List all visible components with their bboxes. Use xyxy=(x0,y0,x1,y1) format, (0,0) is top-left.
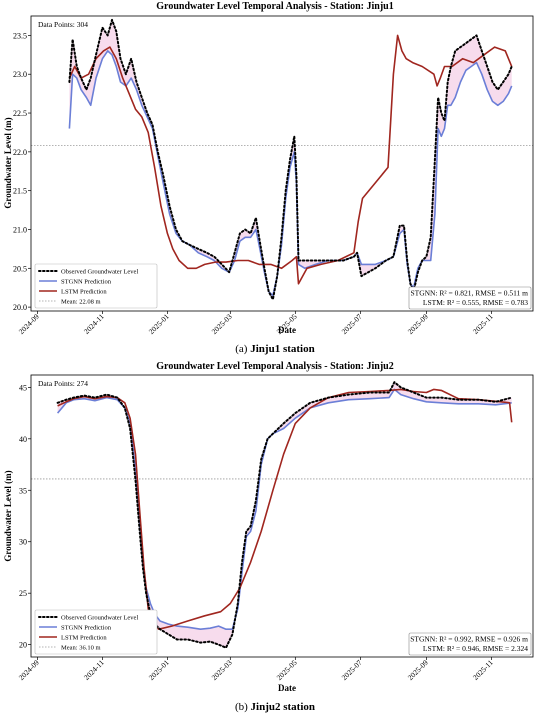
plot-content xyxy=(31,18,533,301)
x-tick-label: 2024-09 xyxy=(17,312,41,336)
panel-jinju1: Groundwater Level Temporal Analysis - St… xyxy=(3,1,534,355)
legend-mean-label: Mean: 22.08 m xyxy=(61,299,101,306)
metrics-line: LSTM: R² = 0.555, RMSE = 0.783 xyxy=(423,298,528,307)
x-tick-label: 2025-07 xyxy=(340,658,364,682)
legend-lstm-label: LSTM Prediction xyxy=(61,635,107,642)
metrics-box xyxy=(408,632,532,656)
caption-text: Jinju2 station xyxy=(248,701,315,713)
data-points-label: Data Points: 304 xyxy=(38,20,88,29)
x-tick-label: 2025-07 xyxy=(340,312,364,336)
caption-text: Jinju1 station xyxy=(247,343,314,355)
x-tick-label: 2025-11 xyxy=(471,658,495,682)
series-observed-line xyxy=(56,381,513,649)
legend-box xyxy=(34,609,158,655)
metrics-line: STGNN: R² = 0.821, RMSE = 0.511 m xyxy=(410,289,528,298)
y-tick-label: 21.0 xyxy=(13,225,27,234)
plot-frame xyxy=(30,15,534,312)
y-tick-label: 22.0 xyxy=(13,148,27,157)
x-tick-label: 2025-11 xyxy=(471,312,495,336)
panel-caption: (a) Jinju1 station xyxy=(235,343,314,355)
legend-stgnn-label: STGNN Prediction xyxy=(61,625,112,632)
caption-letter: (b) xyxy=(235,701,248,713)
metrics-line: LSTM: R² = 0.946, RMSE = 2.324 xyxy=(423,644,528,653)
y-tick-label: 20 xyxy=(19,641,27,650)
legend-lstm-label: LSTM Prediction xyxy=(61,289,107,296)
x-axis-label: Date xyxy=(278,683,296,693)
x-tick-label: 2025-03 xyxy=(210,658,234,682)
y-tick-label: 45 xyxy=(19,383,27,392)
plot-content xyxy=(31,381,533,649)
legend-observed-label: Observed Groundwater Level xyxy=(61,269,138,276)
x-tick-label: 2025-01 xyxy=(147,312,171,336)
series-observed-line xyxy=(68,18,513,301)
y-tick-label: 20.5 xyxy=(13,264,27,273)
metrics-box xyxy=(408,286,532,310)
x-tick-label: 2025-09 xyxy=(406,658,430,682)
y-tick-label: 35 xyxy=(19,486,27,495)
plot-frame xyxy=(30,374,534,658)
x-tick-label: 2024-09 xyxy=(17,658,41,682)
chart-title: Groundwater Level Temporal Analysis - St… xyxy=(156,361,393,372)
x-tick-label: 2025-05 xyxy=(275,658,299,682)
x-tick-label: 2025-01 xyxy=(147,658,171,682)
legend-mean-label: Mean: 36.10 m xyxy=(61,645,101,652)
y-tick-label: 25 xyxy=(19,589,27,598)
y-tick-label: 20.0 xyxy=(13,303,27,312)
data-points-box xyxy=(35,377,97,389)
y-tick-label: 40 xyxy=(19,435,27,444)
y-tick-label: 23.5 xyxy=(13,31,27,40)
y-axis-label: Groundwater Level (m) xyxy=(3,470,13,561)
metrics-line: STGNN: R² = 0.992, RMSE = 0.926 m xyxy=(410,635,528,644)
legend-stgnn-label: STGNN Prediction xyxy=(61,279,112,286)
x-axis-label: Date xyxy=(278,325,296,335)
y-tick-label: 22.5 xyxy=(13,109,27,118)
x-tick-label: 2025-03 xyxy=(210,312,234,336)
panel-caption: (b) Jinju2 station xyxy=(235,701,315,713)
legend-observed-label: Observed Groundwater Level xyxy=(61,615,138,622)
series-lstm-line xyxy=(68,34,513,285)
x-tick-label: 2025-09 xyxy=(406,312,430,336)
caption-letter: (a) xyxy=(235,343,248,355)
plot-area xyxy=(31,16,533,311)
y-tick-label: 21.5 xyxy=(13,187,27,196)
y-tick-label: 30 xyxy=(19,538,27,547)
legend-box xyxy=(34,263,158,309)
chart-title: Groundwater Level Temporal Analysis - St… xyxy=(156,1,393,12)
y-tick-label: 23.0 xyxy=(13,70,27,79)
data-points-box xyxy=(35,18,97,30)
data-points-label: Data Points: 274 xyxy=(38,379,88,388)
x-tick-label: 2024-11 xyxy=(82,312,106,336)
y-axis-label: Groundwater Level (m) xyxy=(3,117,13,208)
series-stgnn-line xyxy=(68,50,513,297)
x-tick-label: 2024-11 xyxy=(82,658,106,682)
panel-jinju2: Groundwater Level Temporal Analysis - St… xyxy=(3,361,534,713)
